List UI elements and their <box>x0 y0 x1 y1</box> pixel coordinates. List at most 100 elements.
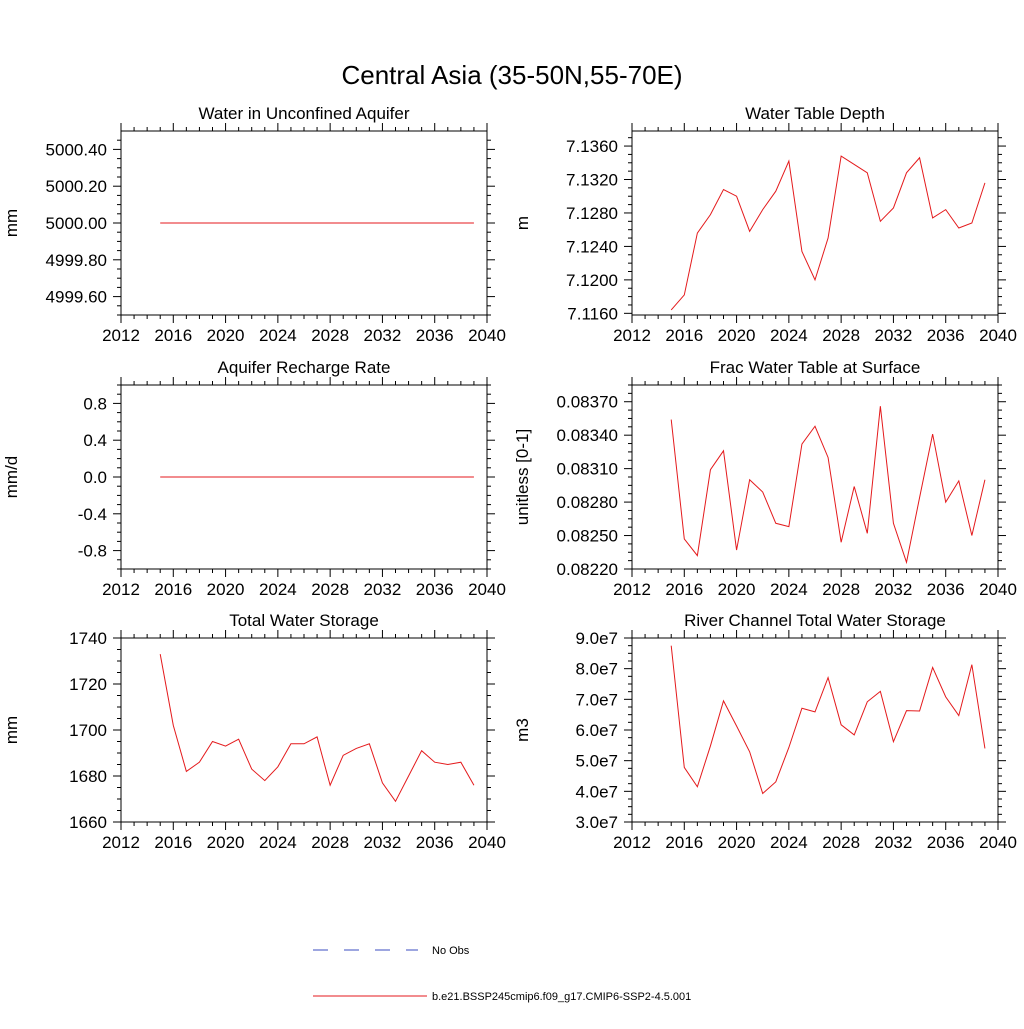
legend-label-model: b.e21.BSSP245cmip6.f09_g17.CMIP6-SSP2-4.… <box>432 991 691 1003</box>
x-tick-label: 2040 <box>468 326 506 345</box>
y-axis-label: mm <box>2 209 21 237</box>
series-line <box>670 406 986 565</box>
x-tick-label: 2040 <box>979 580 1017 599</box>
x-tick-label: 2012 <box>102 833 140 852</box>
x-tick-label: 2024 <box>259 833 297 852</box>
x-tick-label: 2016 <box>154 326 192 345</box>
y-tick-label: 7.1200 <box>566 271 618 290</box>
x-tick-label: 2020 <box>718 326 756 345</box>
x-tick-label: 2020 <box>207 833 245 852</box>
x-tick-label: 2036 <box>927 580 965 599</box>
y-tick-label: 3.0e7 <box>575 813 618 832</box>
x-tick-label: 2032 <box>875 833 913 852</box>
x-tick-label: 2016 <box>665 326 703 345</box>
x-tick-label: 2032 <box>875 580 913 599</box>
x-tick-label: 2012 <box>102 580 140 599</box>
x-tick-label: 2020 <box>207 580 245 599</box>
y-tick-label: 1720 <box>69 675 107 694</box>
panel-2: Water Table Depth 2012 2016 2020 2024 2028 203… <box>513 104 1017 345</box>
x-tick-label: 2036 <box>416 833 454 852</box>
x-tick-label: 2036 <box>416 580 454 599</box>
y-tick-label: 5000.20 <box>46 177 107 196</box>
y-tick-label: 7.1240 <box>566 237 618 256</box>
y-tick-label: -0.8 <box>78 542 107 561</box>
panel-6: River Channel Total Water Storage 2012 201… <box>513 611 1017 852</box>
x-tick-label: 2040 <box>468 580 506 599</box>
x-tick-label: 2032 <box>364 326 402 345</box>
x-tick-label: 2040 <box>979 326 1017 345</box>
panel-4: Frac Water Table at Surface 2012 2016 2020 2… <box>513 358 1017 599</box>
y-tick-label: 6.0e7 <box>575 721 618 740</box>
x-tick-label: 2012 <box>102 326 140 345</box>
legend-label-no-obs: No Obs <box>432 945 470 957</box>
x-tick-label: 2028 <box>822 580 860 599</box>
panel-5: Total Water Storage 2012 2016 2020 2024 2028 2… <box>2 611 506 852</box>
y-tick-label: 7.1320 <box>566 171 618 190</box>
x-tick-label: 2028 <box>311 326 349 345</box>
y-tick-label: 7.1160 <box>567 304 618 323</box>
x-tick-label: 2016 <box>154 833 192 852</box>
y-axis-label: unitless [0-1] <box>513 429 532 525</box>
x-tick-label: 2032 <box>364 580 402 599</box>
x-tick-label: 2024 <box>259 326 297 345</box>
y-tick-label: 7.0e7 <box>575 690 618 709</box>
panel-title: Water Table Depth <box>745 104 885 123</box>
y-tick-label: 0.08280 <box>557 493 618 512</box>
y-axis-label: m3 <box>513 718 532 742</box>
x-tick-label: 2028 <box>311 580 349 599</box>
panel-title: Frac Water Table at Surface <box>710 358 921 377</box>
x-tick-label: 2036 <box>927 326 965 345</box>
x-tick-label: 2024 <box>770 326 808 345</box>
y-tick-label: 0.08310 <box>557 460 618 479</box>
y-tick-label: 4999.80 <box>46 251 107 270</box>
y-axis-label: m <box>513 216 532 230</box>
y-tick-label: 4999.60 <box>46 288 107 307</box>
panel-title: Total Water Storage <box>229 611 379 630</box>
y-tick-label: 0.08370 <box>557 393 618 412</box>
x-tick-label: 2040 <box>468 833 506 852</box>
x-tick-label: 2020 <box>718 580 756 599</box>
x-tick-label: 2036 <box>416 326 454 345</box>
y-tick-label: 7.1360 <box>566 137 618 156</box>
figure-title: Central Asia (35-50N,55-70E) <box>341 60 682 90</box>
y-tick-label: 9.0e7 <box>575 629 618 648</box>
series-line <box>670 155 986 311</box>
legend: No Obs b.e21.BSSP245cmip6.f09_g17.CMIP6-… <box>313 945 691 1003</box>
x-tick-label: 2040 <box>979 833 1017 852</box>
y-tick-label: 0.08340 <box>557 426 618 445</box>
y-axis-label: mm <box>2 716 21 744</box>
plot-frame <box>631 384 999 570</box>
y-tick-label: 7.1280 <box>566 204 618 223</box>
x-tick-label: 2028 <box>822 326 860 345</box>
y-tick-label: 0.4 <box>83 431 107 450</box>
panel-3: Aquifer Recharge Rate 2012 2016 2020 2024 202… <box>2 358 506 599</box>
panel-title: Water in Unconfined Aquifer <box>198 104 409 123</box>
y-tick-label: 0.08220 <box>557 560 618 579</box>
plot-frame <box>120 637 488 823</box>
x-tick-label: 2020 <box>207 326 245 345</box>
plot-frame <box>631 637 999 823</box>
x-tick-label: 2012 <box>613 326 651 345</box>
series-line <box>159 654 475 803</box>
y-tick-label: 1740 <box>69 629 107 648</box>
x-tick-label: 2024 <box>770 580 808 599</box>
x-tick-label: 2016 <box>154 580 192 599</box>
x-tick-label: 2016 <box>665 833 703 852</box>
x-tick-label: 2024 <box>259 580 297 599</box>
y-axis-label: mm/d <box>2 456 21 499</box>
y-tick-label: 1660 <box>69 813 107 832</box>
y-tick-label: 5000.00 <box>46 214 107 233</box>
x-tick-label: 2028 <box>311 833 349 852</box>
panel-1: Water in Unconfined Aquifer 2012 2016 2020 2… <box>2 104 506 345</box>
x-tick-label: 2024 <box>770 833 808 852</box>
y-tick-label: 8.0e7 <box>575 660 618 679</box>
y-tick-label: 5.0e7 <box>575 752 618 771</box>
y-tick-label: -0.4 <box>78 505 107 524</box>
x-tick-label: 2028 <box>822 833 860 852</box>
y-tick-label: 1700 <box>69 721 107 740</box>
y-tick-label: 4.0e7 <box>575 782 618 801</box>
y-tick-label: 5000.40 <box>46 140 107 159</box>
x-tick-label: 2016 <box>665 580 703 599</box>
